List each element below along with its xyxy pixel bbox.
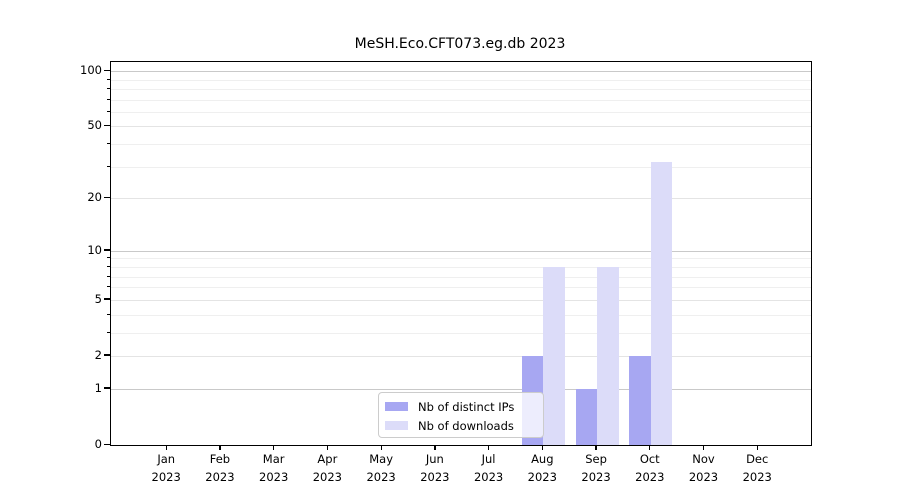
gridline-minor (111, 332, 811, 334)
x-tick-mark (326, 445, 329, 450)
y-tick-mark (104, 124, 110, 127)
y-tick-mark (104, 69, 110, 71)
x-tick-mark (649, 445, 651, 450)
x-tick-label: Oct 2023 (635, 452, 665, 484)
y-tick-mark (104, 354, 110, 356)
bar-downloads-aug (543, 267, 565, 445)
y-tick-label: 50 (87, 118, 102, 133)
gridline (111, 355, 811, 357)
x-tick-mark (595, 445, 597, 450)
gridline (111, 126, 811, 128)
y-minor-tick-mark (106, 110, 110, 112)
plot-area (110, 61, 812, 446)
y-minor-tick-mark (106, 265, 110, 267)
y-tick-label: 5 (94, 291, 102, 306)
legend-label-downloads: Nb of downloads (418, 418, 514, 433)
gridline (111, 71, 811, 73)
y-minor-tick-mark (106, 257, 110, 259)
bar-distinct-ips-sep (575, 388, 598, 445)
gridline-minor (111, 111, 811, 113)
chart-title: MeSH.Eco.CFT073.eg.db 2023 (354, 36, 566, 52)
x-tick-label: Jun 2023 (420, 452, 450, 484)
y-minor-tick-mark (106, 286, 110, 288)
y-tick-mark (104, 249, 110, 251)
x-tick-mark (702, 445, 705, 450)
gridline-minor (111, 287, 811, 289)
x-tick-label: Mar 2023 (259, 452, 289, 484)
legend: Nb of distinct IPs Nb of downloads (378, 392, 544, 438)
gridline (111, 250, 811, 252)
gridline (111, 198, 811, 200)
gridline (111, 388, 811, 390)
x-tick-mark (434, 445, 436, 450)
y-minor-tick-mark (106, 143, 110, 145)
y-tick-label: 2 (94, 347, 102, 362)
gridline-minor (111, 266, 811, 268)
gridline-minor (111, 166, 811, 168)
y-minor-tick-mark (106, 331, 110, 333)
x-tick-mark (541, 445, 543, 450)
x-tick-label: Dec 2023 (742, 452, 772, 484)
y-minor-tick-mark (106, 313, 110, 315)
gridline-minor (111, 144, 811, 146)
y-minor-tick-mark (106, 98, 110, 100)
x-tick-label: Nov 2023 (688, 452, 719, 484)
x-tick-mark (165, 445, 167, 450)
y-tick-mark (104, 387, 110, 389)
gridline-minor (111, 258, 811, 260)
x-tick-mark (487, 445, 490, 450)
x-tick-label: Jul 2023 (473, 452, 504, 484)
y-tick-label: 100 (80, 63, 102, 78)
x-tick-mark (273, 445, 275, 450)
legend-item-distinct-ips: Nb of distinct IPs (385, 397, 543, 416)
x-tick-label: Jan 2023 (151, 452, 181, 484)
bar-downloads-oct (650, 161, 673, 445)
y-minor-tick-mark (106, 87, 110, 89)
y-tick-mark (104, 298, 110, 300)
x-tick-label: May 2023 (366, 452, 396, 484)
bar-downloads-sep (597, 267, 619, 445)
y-minor-tick-mark (106, 165, 110, 167)
y-tick-label: 20 (87, 190, 102, 205)
gridline (111, 299, 811, 301)
x-tick-label: Apr 2023 (312, 452, 343, 484)
legend-item-downloads: Nb of downloads (385, 416, 543, 435)
x-tick-label: Aug 2023 (527, 452, 557, 484)
legend-label-distinct-ips: Nb of distinct IPs (418, 399, 515, 414)
y-minor-tick-mark (106, 275, 110, 277)
y-tick-mark (104, 196, 110, 199)
gridline-minor (111, 276, 811, 278)
gridline-minor (111, 79, 811, 81)
y-tick-mark (104, 443, 110, 445)
gridline-minor (111, 88, 811, 90)
bar-distinct-ips-oct (629, 356, 651, 445)
x-tick-label: Feb 2023 (205, 452, 235, 484)
legend-swatch-downloads (385, 421, 408, 430)
x-tick-mark (756, 445, 758, 450)
gridline-minor (111, 314, 811, 316)
x-tick-mark (380, 445, 382, 450)
x-tick-mark (219, 445, 221, 450)
x-tick-label: Sep 2023 (581, 452, 611, 484)
y-tick-label: 10 (87, 242, 102, 257)
y-minor-tick-mark (106, 78, 110, 80)
y-tick-label: 0 (94, 437, 102, 451)
gridline-minor (111, 99, 811, 101)
legend-swatch-distinct-ips (385, 402, 408, 411)
y-tick-label: 1 (94, 380, 102, 395)
